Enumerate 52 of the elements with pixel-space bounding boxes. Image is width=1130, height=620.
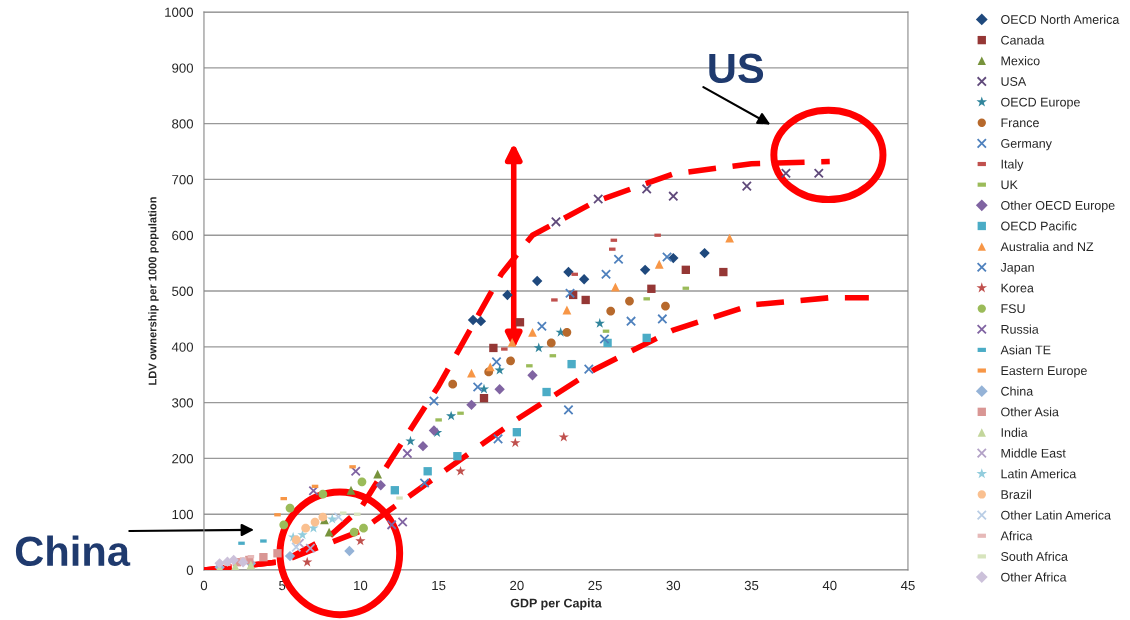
x-tick-label: 20	[510, 580, 524, 591]
legend-label: Australia and NZ	[1000, 241, 1094, 252]
annotation: US	[709, 53, 764, 84]
legend-label: Canada	[1001, 35, 1045, 45]
y-tick-label: 900	[172, 63, 194, 73]
x-tick-label: 10	[354, 580, 368, 591]
legend-label: Eastern Europe	[1001, 366, 1087, 378]
legend-label: OECD Europe	[1001, 97, 1080, 110]
legend-label: Brazil	[1001, 489, 1031, 499]
y-tick-label: 1000	[165, 7, 194, 17]
legend-label: Middle East	[1001, 448, 1066, 458]
legend-label: South Africa	[1001, 551, 1068, 561]
legend-label: Germany	[1001, 139, 1052, 151]
y-tick-label: 800	[172, 119, 194, 129]
legend-label: UK	[1001, 180, 1018, 190]
x-tick-label: 45	[900, 580, 915, 591]
legend-label: Korea	[1001, 283, 1034, 293]
legend-label: Japan	[1000, 263, 1034, 275]
legend-label: Russia	[1001, 324, 1039, 334]
y-tick-label: 700	[172, 175, 194, 185]
x-tick-label: 25	[588, 580, 602, 591]
legend-label: Africa	[1000, 531, 1033, 541]
legend-label: Other Africa	[1001, 572, 1067, 582]
y-tick-label: 100	[172, 509, 194, 520]
x-tick-label: 15	[432, 580, 446, 591]
y-tick-label: 0	[186, 565, 194, 575]
y-tick-label: 300	[172, 398, 194, 408]
legend-label: Latin America	[1001, 469, 1077, 479]
x-tick-label: 30	[666, 580, 681, 591]
y-tick-label: 400	[171, 342, 194, 352]
legend-label: Mexico	[1001, 56, 1040, 66]
legend-label: Asian TE	[1000, 345, 1051, 355]
legend-label: France	[1001, 118, 1039, 128]
legend-label: India	[1001, 427, 1028, 437]
legend-label: USA	[1001, 77, 1027, 86]
legend-label: Other Latin America	[1001, 510, 1111, 520]
y-tick-label: 600	[172, 230, 194, 241]
legend-label: FSU	[1001, 304, 1025, 314]
y-axis-title: LDV ownership per 1000 population	[148, 197, 159, 385]
x-tick-label: 40	[822, 580, 837, 591]
legend-label: China	[1001, 386, 1034, 396]
legend-label: OECD Pacific	[1001, 221, 1077, 231]
x-tick-label: 35	[744, 580, 759, 591]
text: China	[15, 535, 131, 567]
legend-label: Italy	[1001, 159, 1024, 171]
legend-label: OECD North America	[1001, 14, 1120, 24]
x-axis-title: GDP per Capita	[510, 598, 602, 610]
y-tick-label: 500	[172, 286, 194, 296]
legend-label: Other Asia	[1001, 407, 1059, 417]
legend-label: Other OECD Europe	[1001, 200, 1115, 213]
y-tick-label: 200	[172, 454, 194, 464]
x-tick-label: 0	[200, 580, 208, 591]
